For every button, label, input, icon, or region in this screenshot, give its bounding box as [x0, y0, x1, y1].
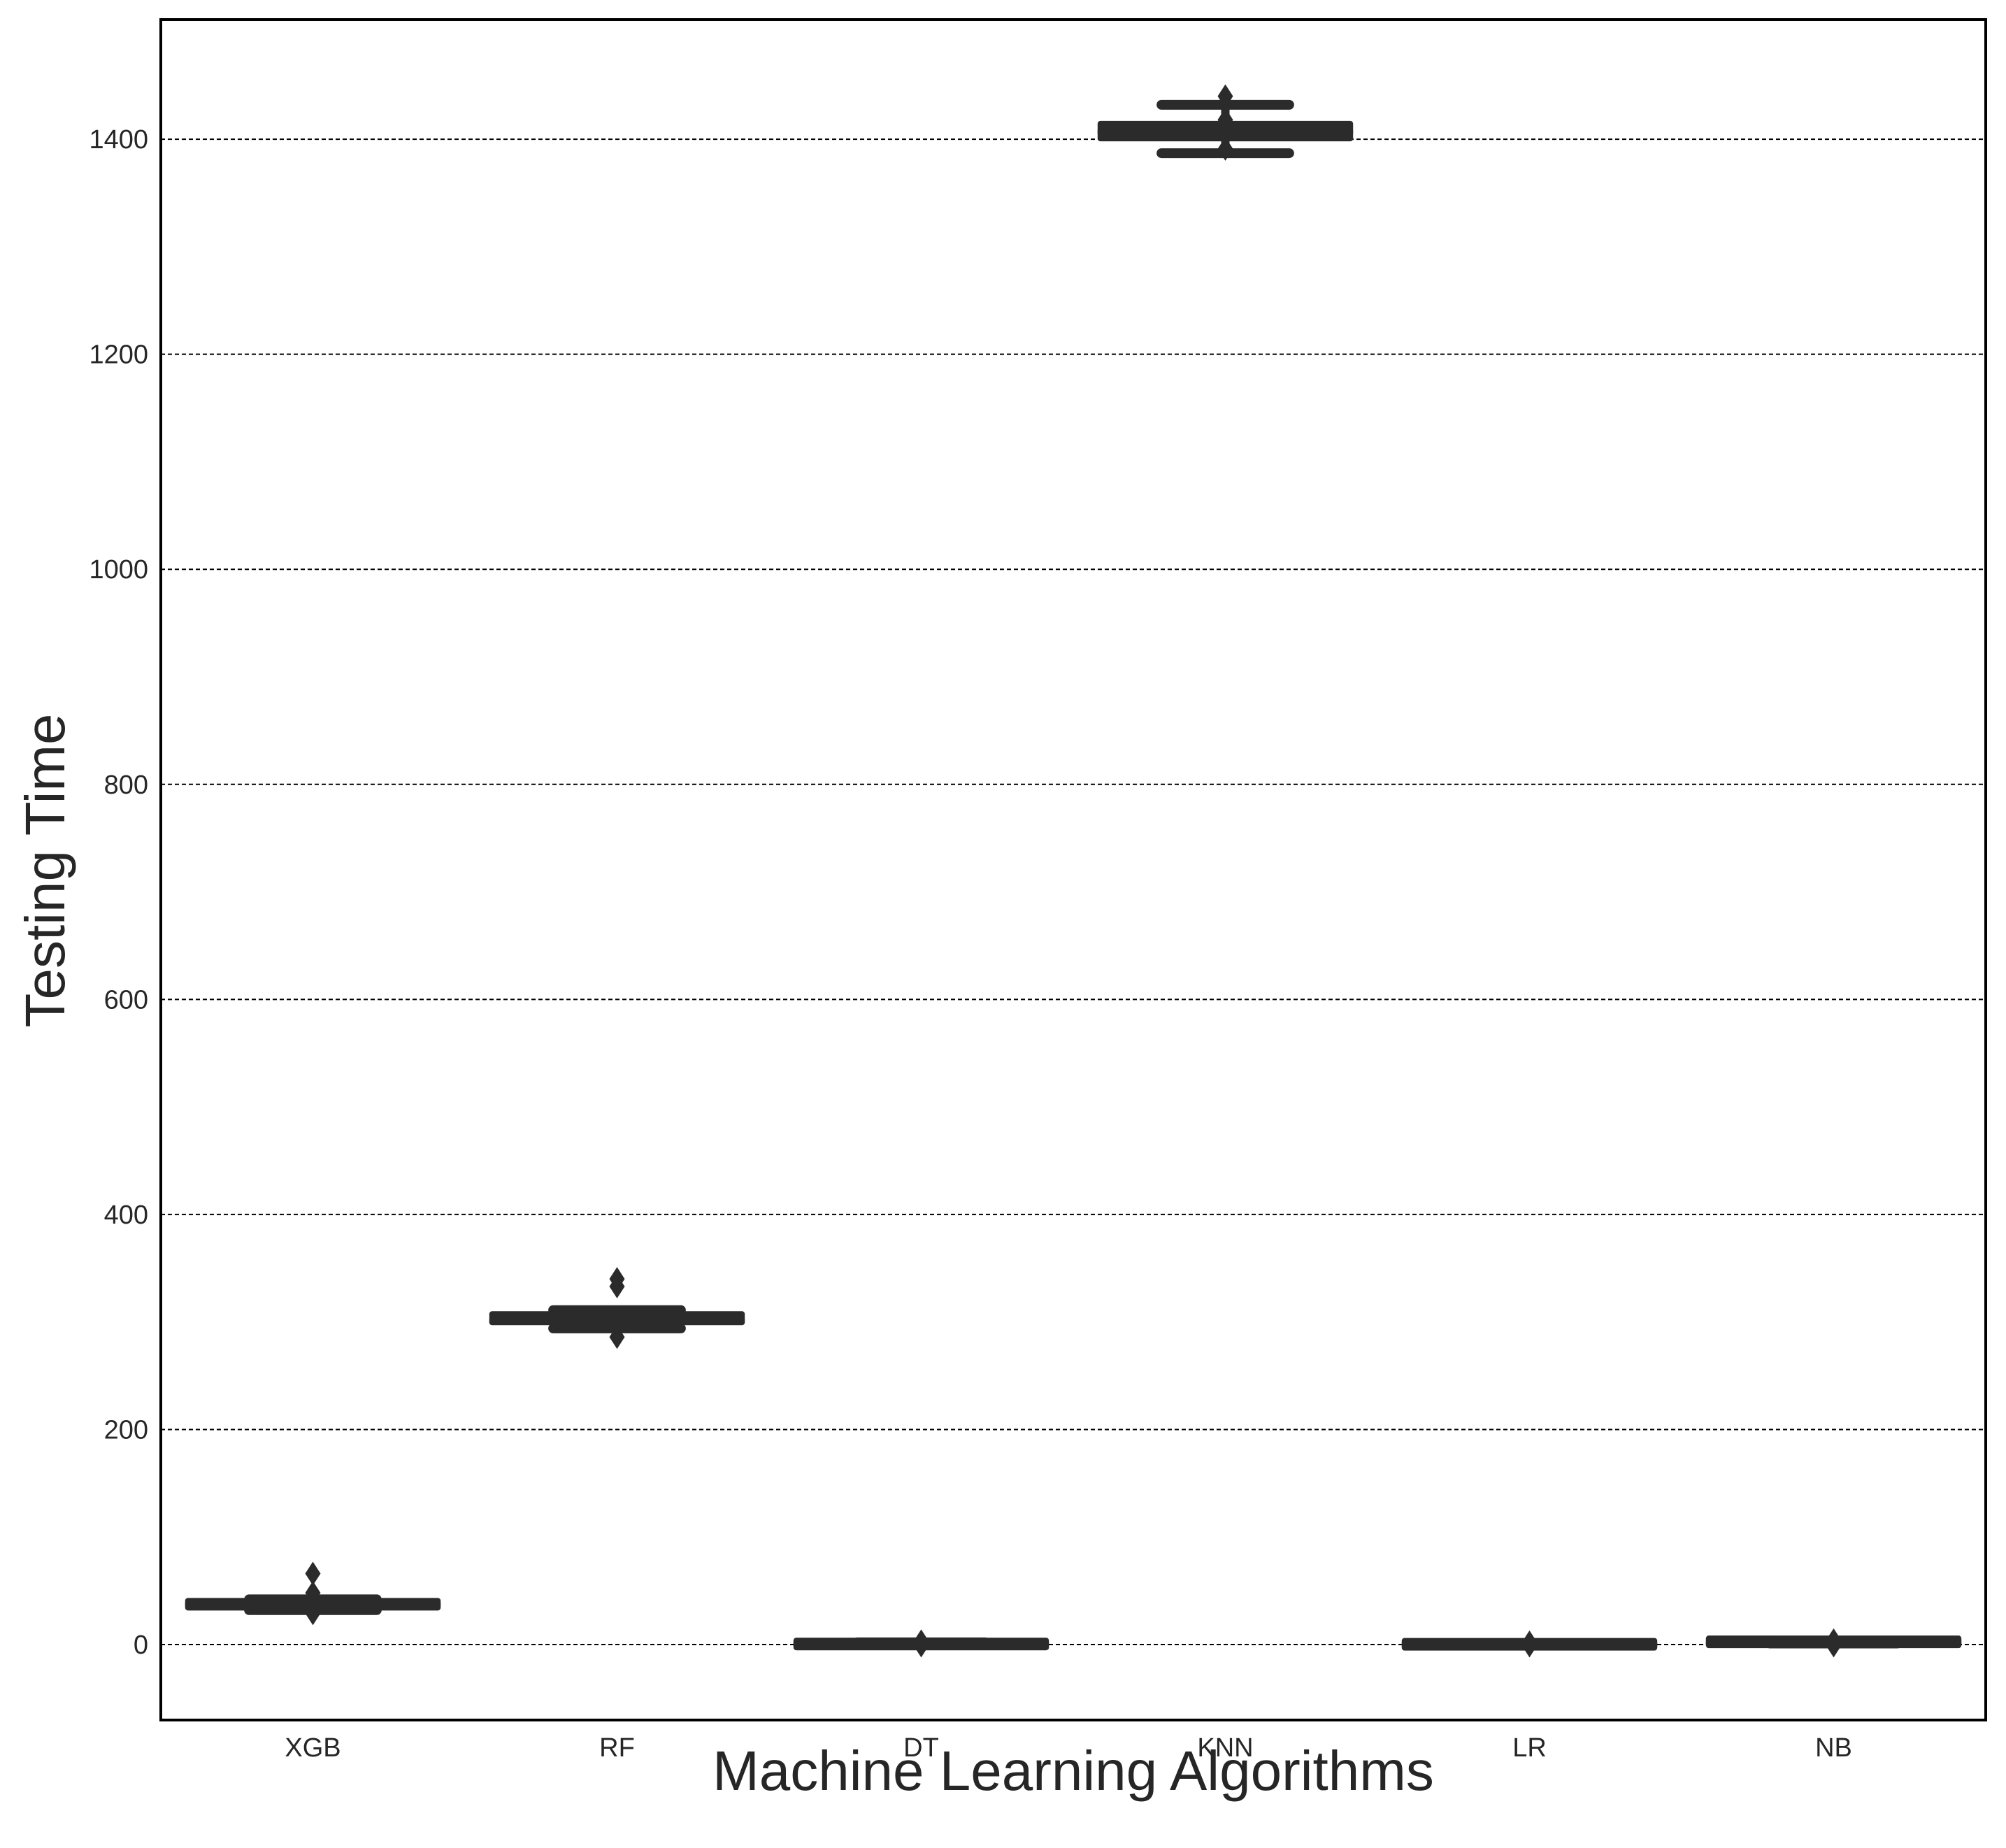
outlier-point: [913, 1629, 929, 1654]
x-tick-label: NB: [1815, 1733, 1852, 1763]
outlier-point: [1826, 1628, 1842, 1652]
outlier-point: [609, 1325, 625, 1349]
x-tick-label: DT: [903, 1733, 939, 1763]
x-tick-label: LR: [1512, 1733, 1547, 1763]
box-nb: [1705, 1628, 1962, 1658]
box-lr: [1401, 1630, 1658, 1658]
x-tick-labels: XGB RF DT KNN LR NB: [285, 1733, 1852, 1763]
outlier-point: [305, 1601, 321, 1626]
outlier-point: [305, 1561, 321, 1586]
y-axis-label: Testing Time: [14, 713, 76, 1027]
x-axis-label: Machine Learning Algorithms: [712, 1740, 1434, 1802]
box-dt: [793, 1629, 1049, 1658]
y-tick-label: 1400: [89, 125, 148, 155]
y-tick-labels: 0 200 400 600 800 1000 1200 1400: [89, 125, 148, 1660]
outlier-point: [609, 1267, 625, 1291]
outlier-point: [305, 1581, 321, 1605]
gridlines: [161, 138, 1986, 1645]
x-tick-label: RF: [599, 1733, 635, 1763]
y-tick-label: 1200: [89, 341, 148, 370]
outlier-point: [1521, 1630, 1538, 1654]
iqr-box: [489, 1311, 745, 1326]
box-rf: [489, 1267, 745, 1349]
outlier-point: [1217, 84, 1233, 108]
y-tick-label: 1000: [89, 555, 148, 585]
outlier-point: [1217, 136, 1233, 161]
y-tick-label: 400: [104, 1201, 148, 1230]
y-tick-label: 200: [104, 1415, 148, 1445]
y-tick-label: 800: [104, 771, 148, 800]
outlier-point: [1217, 108, 1233, 132]
x-tick-label: KNN: [1197, 1733, 1253, 1763]
y-tick-label: 600: [104, 985, 148, 1015]
box-knn: [1097, 84, 1354, 161]
y-tick-label: 0: [134, 1631, 148, 1660]
x-tick-label: XGB: [285, 1733, 341, 1763]
plot-frame: [159, 18, 1987, 1721]
boxes: [185, 84, 1962, 1658]
box-xgb: [185, 1561, 441, 1626]
